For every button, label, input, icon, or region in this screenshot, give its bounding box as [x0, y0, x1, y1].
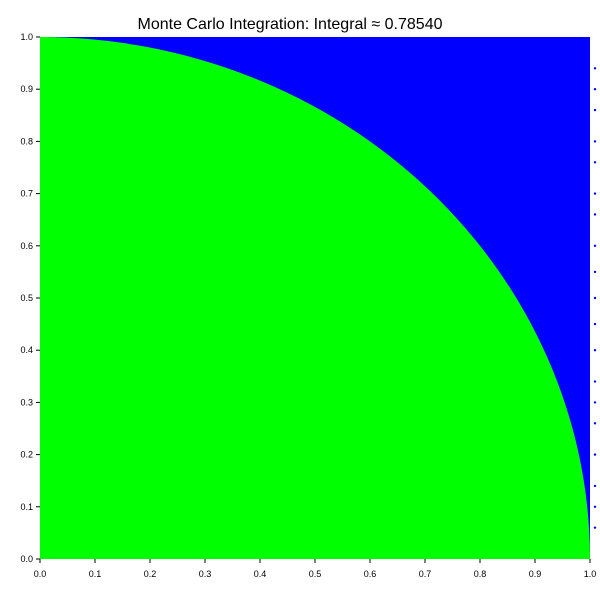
- y-tick-label: 0.2: [20, 450, 33, 460]
- scatter-point: [593, 270, 597, 274]
- scatter-point: [593, 192, 597, 195]
- y-tick-label: 0.8: [20, 136, 33, 146]
- scatter-point: [593, 213, 597, 216]
- chart-title: Monte Carlo Integration: Integral ≈ 0.78…: [138, 16, 443, 33]
- inside-points-region: [40, 37, 590, 559]
- scatter-point: [593, 349, 597, 352]
- y-tick-label: 0.6: [20, 241, 33, 251]
- x-tick-label: 0.5: [309, 569, 322, 579]
- x-tick-label: 0.8: [474, 569, 487, 579]
- scatter-point: [593, 453, 597, 456]
- y-tick-label: 0.0: [20, 554, 33, 564]
- scatter-point: [593, 401, 597, 404]
- x-tick-label: 0.6: [364, 569, 377, 579]
- x-tick-label: 0.7: [419, 569, 432, 579]
- y-tick-label: 0.3: [20, 397, 33, 407]
- scatter-point: [593, 526, 597, 529]
- x-tick-label: 0.9: [529, 569, 542, 579]
- y-tick-label: 0.7: [20, 189, 33, 199]
- x-tick-label: 0.4: [254, 569, 267, 579]
- scatter-point: [593, 67, 597, 70]
- plot-area: [40, 37, 597, 559]
- x-axis: 0.0 0.1 0.2 0.3 0.4 0.5 0.6 0.7 0.8 0.9 1.0: [34, 559, 597, 579]
- scatter-point: [593, 108, 597, 112]
- scatter-point: [593, 322, 597, 326]
- x-tick-label: 0.2: [144, 569, 157, 579]
- scatter-point: [593, 505, 597, 508]
- y-axis: 0.0 0.1 0.2 0.3 0.4 0.5 0.6 0.7 0.8 0.9 1.0: [20, 32, 40, 564]
- x-tick-label: 1.0: [584, 569, 597, 579]
- scatter-point: [593, 140, 597, 143]
- scatter-point: [593, 161, 597, 164]
- x-tick-label: 0.3: [199, 569, 212, 579]
- y-tick-label: 0.9: [20, 84, 33, 94]
- scatter-point: [593, 296, 597, 300]
- x-tick-label: 0.0: [34, 569, 47, 579]
- y-tick-label: 0.4: [20, 345, 33, 355]
- y-tick-label: 0.1: [20, 502, 33, 512]
- x-tick-label: 0.1: [89, 569, 102, 579]
- scatter-point: [593, 244, 597, 247]
- scatter-point: [593, 380, 597, 383]
- scatter-point: [593, 422, 597, 425]
- scatter-point: [593, 88, 597, 91]
- scatter-point: [593, 484, 597, 488]
- y-tick-label: 1.0: [20, 32, 33, 42]
- y-tick-label: 0.5: [20, 293, 33, 303]
